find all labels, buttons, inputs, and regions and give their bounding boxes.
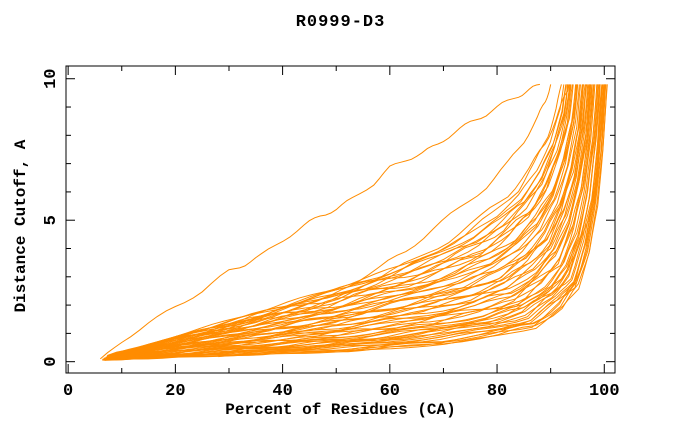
model-curve	[104, 84, 601, 360]
model-outlier-3	[105, 84, 562, 359]
model-outlier-1	[99, 83, 540, 360]
model-curve	[105, 84, 603, 361]
model-curve	[109, 84, 586, 358]
model-outlier-2	[105, 84, 552, 358]
model-curve	[102, 84, 600, 361]
curves-layer	[99, 83, 608, 361]
model-curve	[110, 84, 574, 357]
x-tick-label: 0	[63, 382, 73, 401]
model-curve	[105, 84, 605, 361]
x-tick-label: 100	[589, 382, 620, 401]
y-tick-label: 5	[42, 215, 61, 225]
model-curve	[106, 84, 587, 359]
model-curve	[107, 84, 587, 358]
x-tick-label: 60	[380, 382, 400, 401]
model-curve	[107, 84, 595, 359]
y-tick-label: 0	[42, 357, 61, 367]
model-curve	[108, 84, 578, 357]
model-curve	[104, 84, 593, 360]
x-axis-title: Percent of Residues (CA)	[225, 401, 456, 419]
model-curve	[111, 84, 574, 356]
model-outlier-4	[121, 84, 570, 354]
chart-title: R0999-D3	[295, 13, 386, 32]
model-low-tail	[218, 84, 606, 358]
x-tick-label: 20	[165, 382, 185, 401]
y-tick-label: 10	[42, 69, 61, 89]
x-tick-label: 40	[272, 382, 292, 401]
x-tick-label: 80	[487, 382, 507, 401]
model-curve	[106, 84, 601, 360]
model-curve	[105, 84, 588, 359]
plot-border	[65, 65, 616, 374]
